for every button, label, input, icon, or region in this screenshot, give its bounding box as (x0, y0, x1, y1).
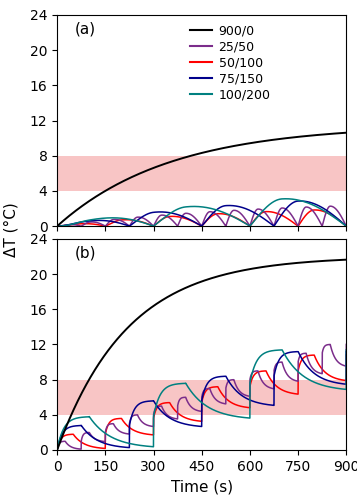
Text: (b): (b) (75, 245, 96, 260)
X-axis label: Time (s): Time (s) (171, 480, 233, 494)
Legend: 900/0, 25/50, 50/100, 75/150, 100/200: 900/0, 25/50, 50/100, 75/150, 100/200 (185, 19, 276, 106)
Bar (57, 380, 346, 415)
Bar (57, 156, 346, 191)
Text: ΔT (°C): ΔT (°C) (3, 202, 18, 258)
Text: (a): (a) (75, 22, 96, 36)
